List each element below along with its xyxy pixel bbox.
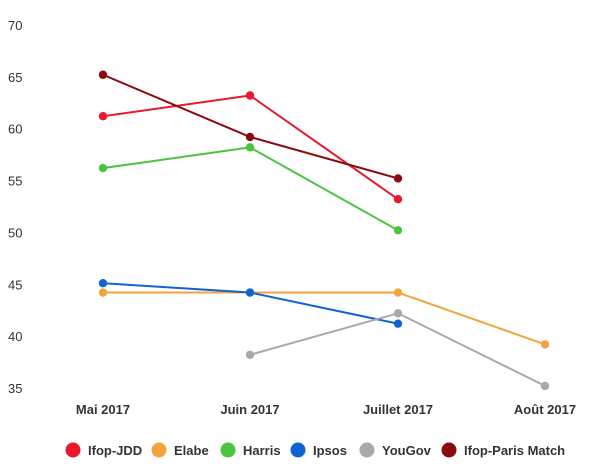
x-tick-label: Mai 2017 xyxy=(76,402,130,417)
legend-label: Harris xyxy=(243,443,281,458)
series-line xyxy=(103,291,546,346)
y-tick-label: 55 xyxy=(8,174,22,189)
y-tick-label: 35 xyxy=(8,381,22,396)
data-point[interactable] xyxy=(245,143,255,152)
legend-label: Elabe xyxy=(174,443,209,458)
legend-label: Ipsos xyxy=(313,443,347,458)
series-line xyxy=(102,146,399,232)
y-axis: 35 40 45 50 55 60 65 70 xyxy=(8,18,22,396)
data-point[interactable] xyxy=(393,309,403,318)
data-point[interactable] xyxy=(393,195,403,204)
legend-swatch xyxy=(151,442,167,458)
legend-item[interactable]: Ifop-JDD xyxy=(65,442,143,459)
y-tick-label: 40 xyxy=(8,329,22,344)
data-point[interactable] xyxy=(540,340,550,349)
legend-item[interactable]: YouGov xyxy=(359,442,432,459)
legend-label: Ifop-Paris Match xyxy=(464,443,565,458)
legend-label: YouGov xyxy=(382,443,432,458)
y-tick-label: 65 xyxy=(8,70,22,85)
legend-item[interactable]: Elabe xyxy=(151,442,209,459)
legend-swatch xyxy=(220,442,236,458)
data-point[interactable] xyxy=(98,288,108,297)
legend-swatch xyxy=(290,442,306,458)
legend-label: Ifop-JDD xyxy=(88,443,142,458)
data-point[interactable] xyxy=(245,132,255,142)
data-point[interactable] xyxy=(540,381,550,391)
series-line xyxy=(102,73,399,180)
legend-swatch xyxy=(441,442,457,458)
data-point[interactable] xyxy=(98,70,108,79)
y-tick-label: 50 xyxy=(8,225,22,240)
legend: Ifop-JDD Elabe Harris Ipsos YouGov Ifop-Paris… xyxy=(65,442,566,459)
legend-item[interactable]: Ipsos xyxy=(290,442,347,459)
plot-lines xyxy=(102,73,546,387)
y-tick-label: 45 xyxy=(8,277,22,292)
x-tick-label: Juillet 2017 xyxy=(363,402,433,417)
legend-swatch xyxy=(359,442,375,458)
legend-swatch xyxy=(65,442,81,458)
x-tick-label: Août 2017 xyxy=(514,402,576,417)
plot-points xyxy=(98,70,550,391)
x-axis: Mai 2017 Juin 2017 Juillet 2017 Août 2017 xyxy=(76,402,576,417)
legend-item[interactable]: Harris xyxy=(220,442,281,459)
data-point[interactable] xyxy=(393,226,403,235)
y-tick-label: 70 xyxy=(8,18,22,33)
data-point[interactable] xyxy=(393,174,403,183)
data-point[interactable] xyxy=(245,288,255,297)
data-point[interactable] xyxy=(393,288,403,297)
data-point[interactable] xyxy=(245,350,255,359)
legend-item[interactable]: Ifop-Paris Match xyxy=(441,442,566,459)
x-tick-label: Juin 2017 xyxy=(220,402,279,417)
y-tick-label: 60 xyxy=(8,122,22,137)
data-point[interactable] xyxy=(98,279,108,288)
data-point[interactable] xyxy=(98,112,108,121)
data-point[interactable] xyxy=(98,163,108,173)
data-point[interactable] xyxy=(245,91,255,100)
data-point[interactable] xyxy=(393,319,403,328)
